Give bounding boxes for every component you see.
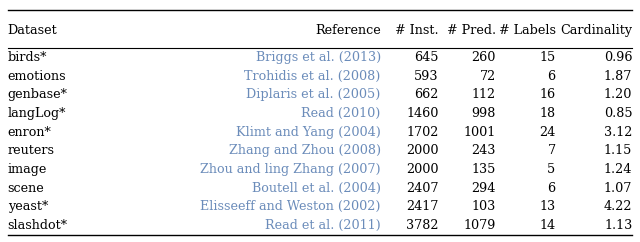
Text: emotions: emotions <box>8 70 67 83</box>
Text: genbase*: genbase* <box>8 89 68 101</box>
Text: 3782: 3782 <box>406 219 438 232</box>
Text: Boutell et al. (2004): Boutell et al. (2004) <box>252 182 381 195</box>
Text: 103: 103 <box>472 200 496 213</box>
Text: 1.24: 1.24 <box>604 163 632 176</box>
Text: 14: 14 <box>540 219 556 232</box>
Text: Briggs et al. (2013): Briggs et al. (2013) <box>255 51 381 64</box>
Text: reuters: reuters <box>8 144 54 157</box>
Text: Dataset: Dataset <box>8 24 58 37</box>
Text: 72: 72 <box>480 70 496 83</box>
Text: yeast*: yeast* <box>8 200 48 213</box>
Text: 1.13: 1.13 <box>604 219 632 232</box>
Text: 260: 260 <box>472 51 496 64</box>
Text: # Labels: # Labels <box>499 24 556 37</box>
Text: 16: 16 <box>540 89 556 101</box>
Text: 6: 6 <box>547 182 556 195</box>
Text: # Inst.: # Inst. <box>395 24 438 37</box>
Text: 1.07: 1.07 <box>604 182 632 195</box>
Text: 662: 662 <box>414 89 438 101</box>
Text: 7: 7 <box>547 144 556 157</box>
Text: 135: 135 <box>472 163 496 176</box>
Text: enron*: enron* <box>8 126 51 139</box>
Text: birds*: birds* <box>8 51 47 64</box>
Text: Read et al. (2011): Read et al. (2011) <box>265 219 381 232</box>
Text: 112: 112 <box>472 89 496 101</box>
Text: 15: 15 <box>540 51 556 64</box>
Text: scene: scene <box>8 182 44 195</box>
Text: 998: 998 <box>472 107 496 120</box>
Text: 1702: 1702 <box>406 126 438 139</box>
Text: 18: 18 <box>540 107 556 120</box>
Text: image: image <box>8 163 47 176</box>
Text: Zhang and Zhou (2008): Zhang and Zhou (2008) <box>228 144 381 157</box>
Text: Cardinality: Cardinality <box>560 24 632 37</box>
Text: 2000: 2000 <box>406 144 438 157</box>
Text: 4.22: 4.22 <box>604 200 632 213</box>
Text: 2417: 2417 <box>406 200 438 213</box>
Text: 2000: 2000 <box>406 163 438 176</box>
Text: Elisseeff and Weston (2002): Elisseeff and Weston (2002) <box>200 200 381 213</box>
Text: 294: 294 <box>472 182 496 195</box>
Text: 2407: 2407 <box>406 182 438 195</box>
Text: 5: 5 <box>547 163 556 176</box>
Text: 24: 24 <box>540 126 556 139</box>
Text: 593: 593 <box>414 70 438 83</box>
Text: 3.12: 3.12 <box>604 126 632 139</box>
Text: Read (2010): Read (2010) <box>301 107 381 120</box>
Text: 1.87: 1.87 <box>604 70 632 83</box>
Text: slashdot*: slashdot* <box>8 219 68 232</box>
Text: 645: 645 <box>414 51 438 64</box>
Text: 13: 13 <box>540 200 556 213</box>
Text: 0.85: 0.85 <box>604 107 632 120</box>
Text: 1.20: 1.20 <box>604 89 632 101</box>
Text: 1.15: 1.15 <box>604 144 632 157</box>
Text: 1001: 1001 <box>464 126 496 139</box>
Text: Zhou and ling Zhang (2007): Zhou and ling Zhang (2007) <box>200 163 381 176</box>
Text: Klimt and Yang (2004): Klimt and Yang (2004) <box>236 126 381 139</box>
Text: 6: 6 <box>547 70 556 83</box>
Text: 243: 243 <box>472 144 496 157</box>
Text: 1079: 1079 <box>463 219 496 232</box>
Text: Trohidis et al. (2008): Trohidis et al. (2008) <box>244 70 381 83</box>
Text: 0.96: 0.96 <box>604 51 632 64</box>
Text: Diplaris et al. (2005): Diplaris et al. (2005) <box>246 89 381 101</box>
Text: # Pred.: # Pred. <box>447 24 496 37</box>
Text: Reference: Reference <box>315 24 381 37</box>
Text: langLog*: langLog* <box>8 107 66 120</box>
Text: 1460: 1460 <box>406 107 438 120</box>
